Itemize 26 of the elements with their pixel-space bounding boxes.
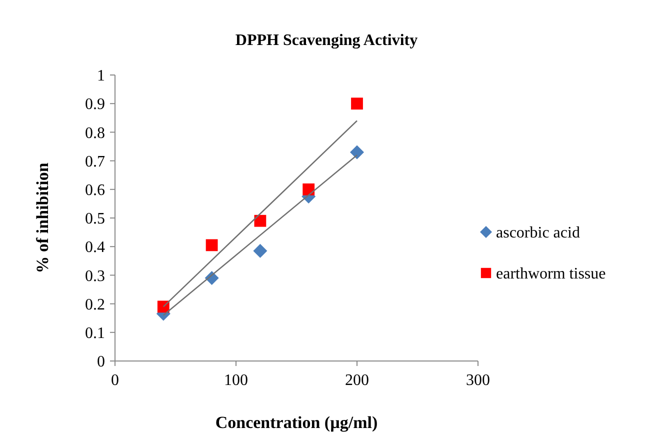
point: [254, 214, 266, 227]
x-tick-label: 200: [345, 372, 369, 389]
y-tick-label: 0.9: [85, 96, 105, 114]
x-tick-label: 100: [224, 372, 248, 389]
point: [302, 183, 315, 196]
y-tick-label: 0.5: [85, 210, 105, 228]
point: [350, 145, 364, 160]
x-tick-label: 0: [111, 372, 119, 389]
y-tick-label: 0.1: [85, 325, 105, 342]
point: [253, 244, 268, 258]
point: [206, 239, 218, 252]
y-tick-label: 0.8: [85, 124, 105, 142]
legend-label: ascorbic acid: [496, 224, 580, 242]
x-tick-label: 300: [466, 372, 490, 389]
y-tick-label: 1: [97, 68, 105, 85]
legend-label: earthworm tissue: [496, 266, 606, 283]
y-axis-title: % of inhibition: [33, 162, 52, 274]
y-tick-label: 0.2: [85, 296, 105, 314]
x-axis-title: Concentration (µg/ml): [215, 413, 378, 432]
y-tick-label: 0.4: [85, 239, 105, 256]
y-tick-label: 0.6: [85, 182, 105, 199]
y-tick-label: 0.3: [85, 268, 105, 285]
y-tick-label: 0: [97, 354, 105, 371]
y-tick-label: 0.7: [85, 153, 105, 170]
point: [351, 98, 363, 110]
chart-title: DPPH Scavenging Activity: [235, 32, 418, 49]
